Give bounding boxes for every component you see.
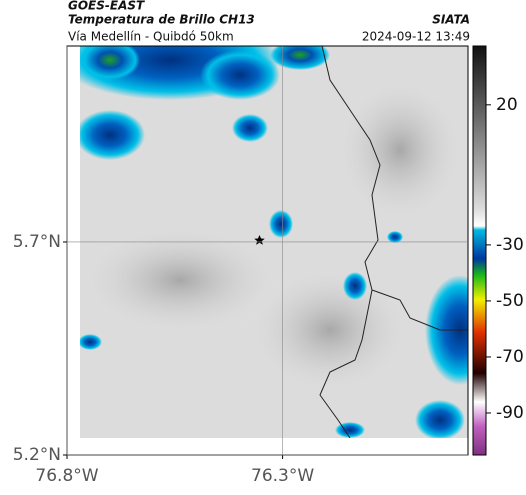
y-tick-label: 5.2°N	[13, 445, 61, 465]
timestamp: 2024-09-12 13:49	[362, 30, 470, 44]
colorbar-label: -50	[496, 291, 524, 311]
x-tick-label: 76.3°W	[251, 466, 314, 486]
satellite-image	[80, 46, 468, 438]
y-tick-label: 5.7°N	[13, 232, 61, 252]
route: Vía Medellín - Quibdó 50km	[68, 30, 234, 44]
x-tick-label: 76.8°W	[35, 466, 98, 486]
source: SIATA	[432, 13, 470, 27]
subtitle: Temperatura de Brillo CH13	[68, 13, 255, 27]
colorbar-label: -90	[496, 403, 524, 423]
colorbar-label: -30	[496, 235, 524, 255]
colorbar	[472, 45, 487, 456]
colorbar-label: 20	[496, 95, 518, 115]
title: GOES-EAST	[68, 0, 145, 13]
colorbar-label: -70	[496, 347, 524, 367]
location-marker	[254, 235, 265, 245]
